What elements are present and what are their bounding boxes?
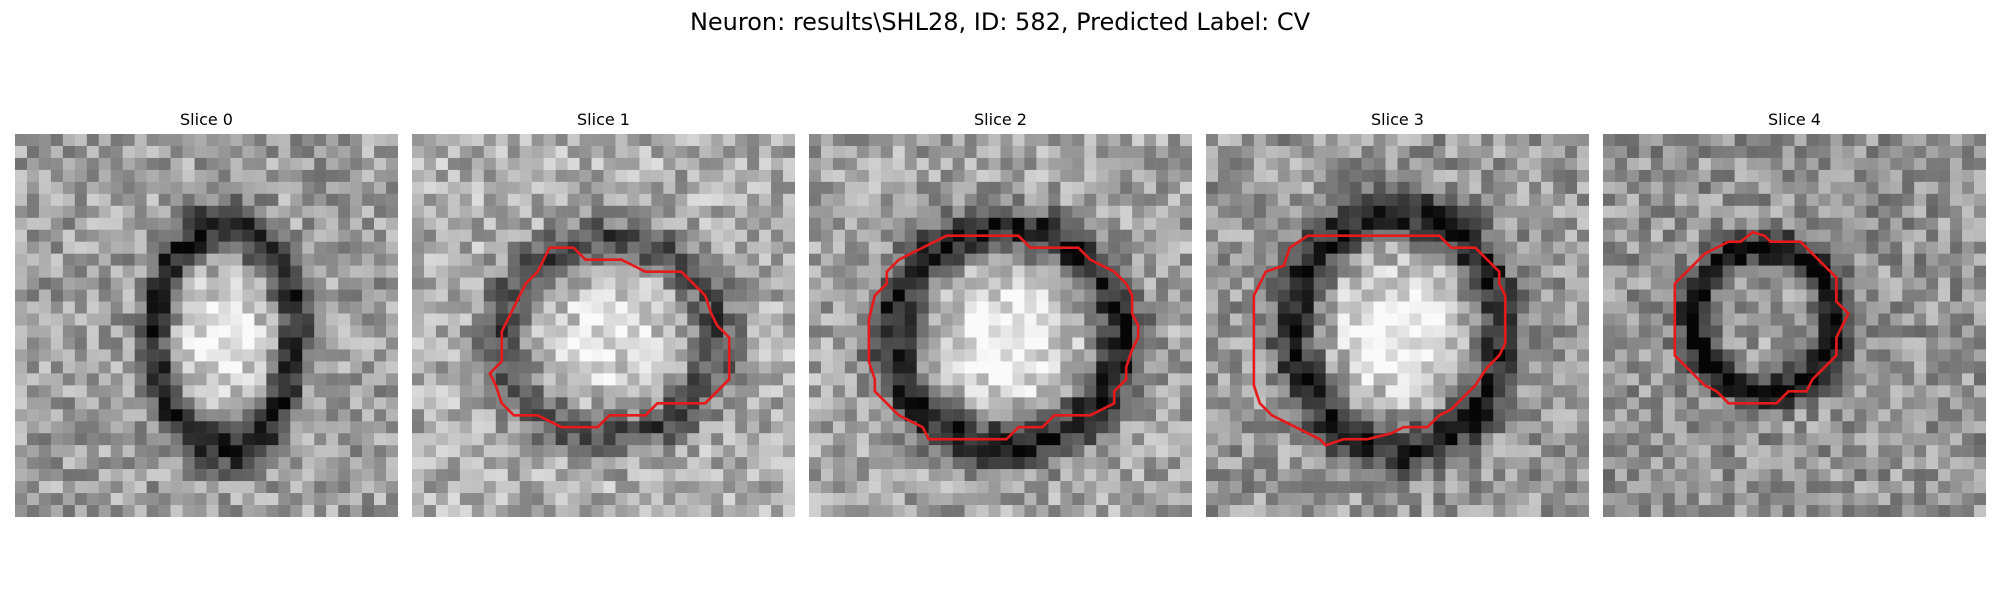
slice-image-4: [1603, 134, 1986, 517]
figure-title: Neuron: results\SHL28, ID: 582, Predicte…: [689, 8, 1311, 36]
slice-image-1: [412, 134, 795, 517]
slice-title-0: Slice 0: [180, 110, 233, 129]
slice-title-3: Slice 3: [1371, 110, 1424, 129]
segmentation-contour-3: [1252, 234, 1507, 447]
segmentation-contour-1: [488, 246, 731, 429]
slice-panel-4: Slice 4: [1603, 108, 1986, 518]
slice-image-2: [809, 134, 1192, 517]
segmentation-contour-4: [1673, 230, 1850, 405]
segmentation-contour-2: [867, 234, 1140, 441]
slice-panel-2: Slice 2: [809, 108, 1192, 518]
slice-title-4: Slice 4: [1768, 110, 1821, 129]
slice-image-0: [15, 134, 398, 517]
slice-panel-1: Slice 1: [412, 108, 795, 518]
slice-image-3: [1206, 134, 1589, 517]
slice-panel-0: Slice 0: [15, 108, 398, 518]
slice-panel-3: Slice 3: [1206, 108, 1589, 518]
slice-title-1: Slice 1: [577, 110, 630, 129]
slice-title-2: Slice 2: [974, 110, 1027, 129]
